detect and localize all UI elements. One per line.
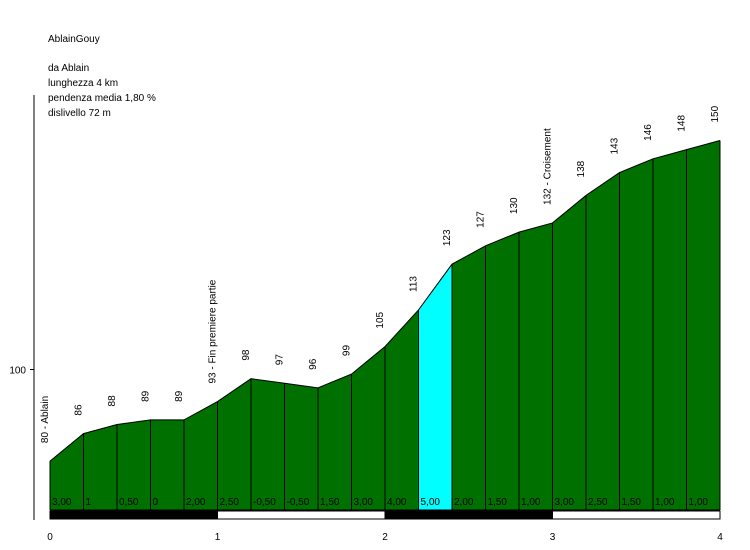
profile-segment-9	[318, 374, 352, 510]
elevation-label-17: 143	[610, 137, 621, 154]
grade-label-6: 2,50	[220, 497, 240, 508]
profile-segment-18	[619, 158, 653, 510]
profile-segment-13	[452, 245, 486, 510]
y-tick-label-100: 100	[9, 366, 26, 377]
elevation-label-10: 105	[375, 311, 386, 328]
grade-label-18: 1,50	[622, 497, 642, 508]
profile-segment-14	[485, 232, 519, 510]
grade-label-2: 1	[86, 497, 92, 508]
elevation-label-2: 88	[107, 395, 118, 407]
profile-segment-4	[150, 419, 184, 510]
profile-segment-16	[552, 195, 586, 510]
elevation-label-4: 89	[174, 390, 185, 402]
grade-label-5: 2,00	[186, 497, 206, 508]
elevation-label-14: 130	[509, 197, 520, 214]
x-tick-label-1: 1	[215, 532, 221, 543]
profile-segment-19	[653, 149, 687, 510]
length-label: lunghezza 4 km	[48, 78, 119, 89]
elevation-label-7: 97	[275, 354, 286, 366]
profile-segment-3	[117, 419, 151, 510]
elevation-label-18: 146	[643, 124, 654, 141]
elevation-label-0: 80 - Ablain	[40, 396, 51, 443]
grade-label-12: 5,00	[421, 497, 441, 508]
x-tick-label-2: 2	[382, 532, 388, 543]
profile-segment-7	[251, 378, 285, 510]
grade-label-10: 3,00	[354, 497, 374, 508]
grade-label-3: 0,50	[119, 497, 139, 508]
elevation-label-1: 86	[74, 404, 85, 416]
grade-label-16: 3,00	[555, 497, 575, 508]
grade-label-13: 2,00	[454, 497, 474, 508]
km-bar-segment-2	[217, 510, 386, 520]
grade-label-11: 4,00	[387, 497, 407, 508]
avg-grade-label: pendenza media 1,80 %	[48, 93, 156, 104]
grade-label-7: -0,50	[253, 497, 276, 508]
elevation-label-16: 138	[576, 160, 587, 177]
x-tick-label-3: 3	[550, 532, 556, 543]
elevation-label-5: 93 - Fin premiere partie	[208, 279, 219, 383]
profile-segment-10	[351, 346, 385, 510]
elevation-label-12: 123	[442, 229, 453, 246]
elevation-label-11: 113	[409, 276, 420, 292]
km-bar-segment-1	[49, 510, 218, 520]
profile-segment-5	[184, 401, 218, 510]
elevation-label-13: 127	[476, 211, 487, 228]
grade-label-4: 0	[153, 497, 159, 508]
elevation-label-15: 132 - Croisement	[543, 128, 554, 205]
profile-segment-11	[385, 309, 419, 510]
elevation-label-3: 89	[141, 390, 152, 402]
profile-segment-8	[284, 383, 318, 510]
grade-label-15: 1,00	[521, 497, 541, 508]
x-tick-label-4: 4	[717, 532, 723, 543]
profile-segment-15	[519, 222, 553, 510]
profile-segment-17	[586, 172, 620, 510]
profile-segment-1	[50, 433, 84, 510]
start-label: da Ablain	[48, 63, 90, 74]
grade-label-17: 2,50	[588, 497, 608, 508]
elevation-label-8: 96	[308, 358, 319, 370]
elevation-gain-label: dislivello 72 m	[48, 108, 111, 119]
info-block: AblainGouy da Ablain lunghezza 4 km pend…	[48, 32, 156, 121]
km-bar-segment-4	[552, 510, 721, 520]
elevation-label-9: 99	[342, 345, 353, 357]
grade-label-14: 1,50	[488, 497, 508, 508]
profile-segment-6	[217, 378, 251, 510]
elevation-label-6: 98	[241, 349, 252, 361]
climb-title: AblainGouy	[48, 34, 100, 45]
profile-segment-2	[83, 424, 117, 510]
x-tick-label-0: 0	[47, 532, 53, 543]
grade-label-9: 1,50	[320, 497, 340, 508]
grade-label-1: 3,00	[52, 497, 72, 508]
grade-label-20: 1,00	[689, 497, 709, 508]
grade-label-19: 1,00	[655, 497, 675, 508]
grade-label-8: -0,50	[287, 497, 310, 508]
elevation-label-20: 150	[710, 105, 721, 122]
elevation-label-19: 148	[677, 115, 688, 132]
profile-segment-12	[418, 264, 452, 510]
km-bar-segment-3	[384, 510, 553, 520]
profile-segment-20	[686, 140, 720, 510]
